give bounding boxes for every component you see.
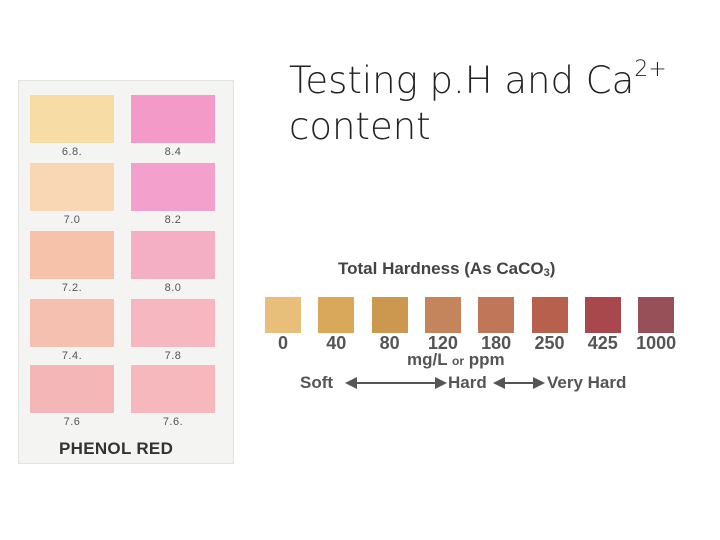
ph-swatch — [30, 365, 114, 413]
hardness-value: 80 — [379, 333, 400, 353]
ph-swatch — [30, 163, 114, 211]
title-superscript: 2+ — [634, 56, 667, 82]
ph-swatch — [131, 231, 215, 279]
hard-veryhard-arrow — [493, 377, 545, 389]
soft-label: Soft — [300, 373, 334, 392]
soft-hard-arrow — [345, 377, 447, 389]
ph-swatch-label: 7.4. — [61, 350, 83, 362]
hardness-value: 1000 — [636, 333, 677, 353]
ph-swatch — [30, 299, 114, 347]
hardness-value: 250 — [534, 333, 565, 353]
ph-swatch-label: 7.6. — [162, 416, 184, 428]
hardness-swatch — [584, 297, 621, 333]
hardness-value: 0 — [277, 333, 288, 353]
ph-swatch — [131, 95, 215, 143]
hardness-swatch — [318, 297, 355, 333]
ph-swatch — [30, 95, 114, 143]
ph-swatch-label: 8.4 — [164, 146, 182, 158]
very-hard-label: Very Hard — [547, 373, 627, 392]
hardness-swatch — [371, 297, 408, 333]
hardness-value: 120 — [427, 333, 458, 353]
ph-swatch — [30, 231, 114, 279]
hardness-value: 180 — [481, 333, 512, 353]
unit-or: or — [452, 354, 465, 368]
ph-swatch-label: 7.2. — [61, 282, 83, 294]
hardness-swatch — [478, 297, 515, 333]
hardness-swatch — [531, 297, 568, 333]
hard-label: Hard — [448, 373, 487, 392]
ph-swatch-label: 8.0 — [164, 282, 182, 294]
hardness-value: 40 — [326, 333, 347, 353]
slide-title: Testing p.H and Ca2+ content — [289, 58, 709, 150]
hardness-title-end: ) — [549, 259, 556, 278]
hardness-value: 425 — [587, 333, 618, 353]
hardness-title-text: Total Hardness (As CaCO — [338, 259, 544, 278]
ph-swatch-label: 7.6 — [63, 416, 81, 428]
hardness-swatch — [424, 297, 461, 333]
ph-swatch-label: 7.0 — [63, 214, 81, 226]
ph-swatch-label: 8.2 — [164, 214, 182, 226]
unit-mgl: mg/L — [407, 350, 448, 369]
title-text: Testing p.H and Ca — [289, 59, 635, 102]
phenol-red-card: 6.8. 7.0 7.2. 7.4. 7.6 8.4 8.2 8.0 7.8 7.6. PHEN… — [18, 80, 234, 464]
hardness-title: Total Hardness (As CaCO3) — [338, 259, 555, 279]
ph-swatch — [131, 299, 215, 347]
ph-swatch-label: 7.8 — [164, 350, 182, 362]
ph-swatch-label: 6.8. — [61, 146, 83, 158]
hardness-title-subscript: 3 — [543, 267, 550, 279]
title-line-2: content — [289, 105, 431, 148]
unit-label: mg/L or ppm — [407, 350, 505, 370]
ph-swatch — [131, 365, 215, 413]
unit-ppm: ppm — [468, 350, 505, 369]
hardness-swatch — [638, 297, 675, 333]
hardness-swatch — [265, 297, 301, 333]
phenol-red-label: PHENOL RED — [59, 439, 174, 458]
ph-swatch — [131, 163, 215, 211]
